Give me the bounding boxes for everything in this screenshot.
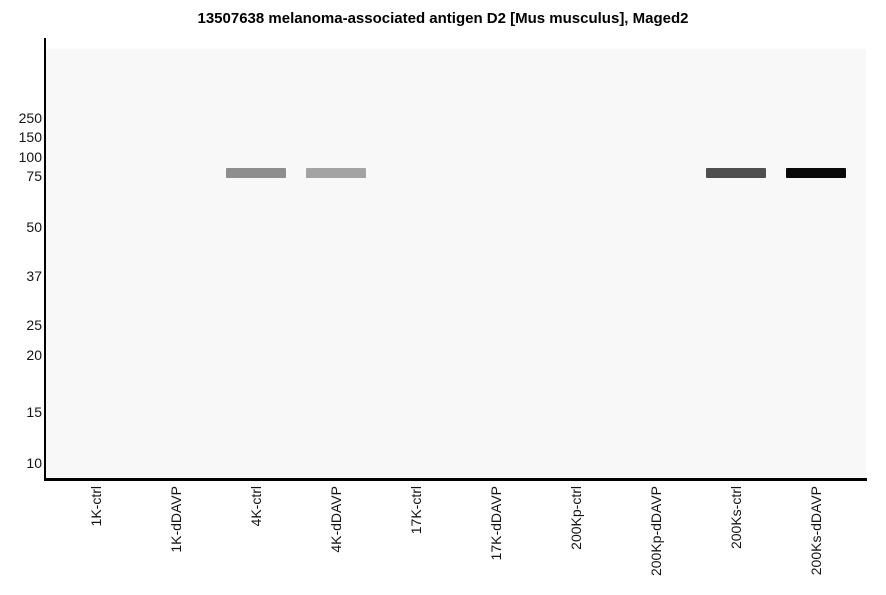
y-tick-label-25: 25 — [26, 317, 42, 333]
lane-label-200kp-ctrl: 200Kp-ctrl — [568, 486, 584, 550]
band-4k-ctrl — [226, 168, 286, 178]
y-tick-label-75: 75 — [26, 168, 42, 184]
band-200ks-ctrl — [706, 168, 766, 178]
y-tick-label-250: 250 — [18, 110, 42, 126]
band-200ks-ddavp — [786, 168, 846, 178]
lane-label-200kp-ddavp: 200Kp-dDAVP — [648, 486, 664, 577]
lane-label-17k-ddavp: 17K-dDAVP — [488, 486, 504, 561]
lane-label-200ks-ddavp: 200Ks-dDAVP — [808, 486, 824, 576]
y-axis-line — [44, 38, 46, 481]
chart-title: 13507638 melanoma-associated antigen D2 … — [197, 10, 689, 27]
lane-label-1k-ctrl: 1K-ctrl — [88, 486, 104, 527]
y-tick-label-20: 20 — [26, 347, 42, 363]
lane-label-4k-ddavp: 4K-dDAVP — [328, 486, 344, 553]
y-tick-label-37: 37 — [26, 268, 42, 284]
y-tick-label-15: 15 — [26, 404, 42, 420]
x-axis-line — [44, 478, 867, 481]
band-4k-ddavp — [306, 168, 366, 178]
y-tick-label-100: 100 — [18, 149, 42, 165]
lane-label-17k-ctrl: 17K-ctrl — [408, 486, 424, 535]
y-tick-label-150: 150 — [18, 129, 42, 145]
lane-label-200ks-ctrl: 200Ks-ctrl — [728, 486, 744, 550]
lane-label-4k-ctrl: 4K-ctrl — [248, 486, 264, 527]
gel-plot-area — [46, 49, 866, 478]
y-tick-label-50: 50 — [26, 219, 42, 235]
lane-label-1k-ddavp: 1K-dDAVP — [168, 486, 184, 553]
y-tick-label-10: 10 — [26, 455, 42, 471]
